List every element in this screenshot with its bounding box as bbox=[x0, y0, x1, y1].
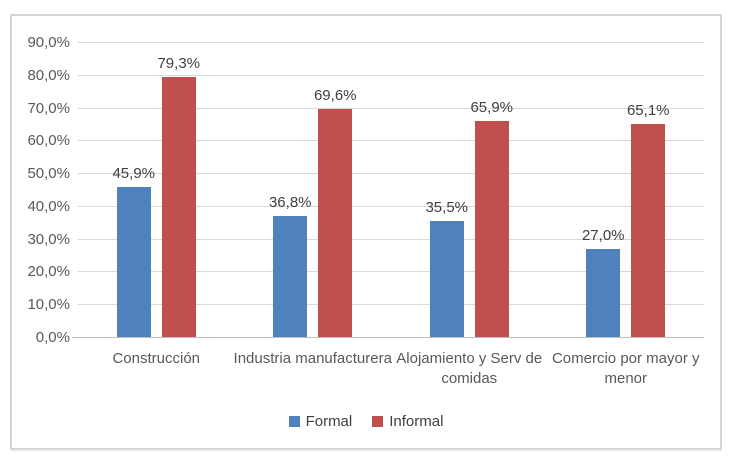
gridline bbox=[78, 271, 704, 273]
bar-informal-4 bbox=[631, 123, 666, 337]
bar-informal-3 bbox=[474, 120, 509, 337]
chart-frame: Formal Informal 0,0% 10,0% 20,0% 30,0% 40,0%… bbox=[10, 14, 722, 450]
y-tick-label: 0,0% bbox=[35, 329, 70, 346]
y-tick-label: 50,0% bbox=[27, 165, 70, 183]
gridline bbox=[78, 238, 704, 240]
y-tick-label: 10,0% bbox=[27, 296, 70, 314]
bar-formal-1 bbox=[116, 186, 151, 337]
gridline bbox=[78, 205, 704, 207]
data-label-formal-2: 36,8% bbox=[268, 194, 312, 212]
data-label-informal-3: 65,9% bbox=[470, 98, 514, 116]
gridline bbox=[78, 173, 704, 175]
bar-formal-2 bbox=[273, 216, 308, 337]
category-label-4: Comercio por mayor y menor bbox=[551, 350, 700, 388]
data-label-informal-2: 69,6% bbox=[313, 86, 357, 104]
data-label-formal-3: 35,5% bbox=[425, 198, 469, 216]
gridline bbox=[78, 140, 704, 142]
legend-swatch-formal-icon bbox=[288, 416, 300, 427]
y-tick-label: 30,0% bbox=[27, 230, 70, 248]
data-label-formal-4: 27,0% bbox=[581, 226, 625, 244]
x-axis-line bbox=[72, 337, 704, 338]
category-label-2: Industria manufacturera bbox=[233, 350, 392, 367]
legend-label-informal: Informal bbox=[389, 413, 444, 430]
bar-formal-4 bbox=[586, 248, 621, 337]
data-label-informal-4: 65,1% bbox=[626, 101, 670, 119]
data-label-formal-1: 45,9% bbox=[112, 164, 156, 182]
y-tick-label: 20,0% bbox=[27, 263, 70, 281]
gridline bbox=[78, 304, 704, 306]
category-label-3: Alojamiento y Serv de comidas bbox=[396, 350, 543, 388]
y-tick-label: 70,0% bbox=[27, 99, 70, 117]
y-tick-label: 60,0% bbox=[27, 132, 70, 150]
bar-informal-1 bbox=[161, 77, 196, 337]
category-label-1: Construcción bbox=[112, 350, 201, 367]
gridline bbox=[78, 107, 704, 109]
gridline bbox=[78, 74, 704, 76]
y-tick-label: 40,0% bbox=[27, 197, 70, 215]
bar-formal-3 bbox=[429, 220, 464, 337]
y-tick-label: 90,0% bbox=[27, 34, 70, 51]
legend-item-informal: Informal bbox=[372, 414, 443, 429]
y-tick-label: 80,0% bbox=[27, 66, 70, 84]
bar-informal-2 bbox=[318, 108, 353, 337]
legend-item-formal: Formal bbox=[288, 413, 353, 430]
legend-label-formal: Formal bbox=[305, 413, 353, 430]
gridline bbox=[78, 42, 704, 43]
legend-swatch-informal-icon bbox=[372, 416, 384, 427]
data-label-informal-1: 79,3% bbox=[157, 55, 201, 73]
legend: Formal Informal bbox=[12, 414, 720, 429]
